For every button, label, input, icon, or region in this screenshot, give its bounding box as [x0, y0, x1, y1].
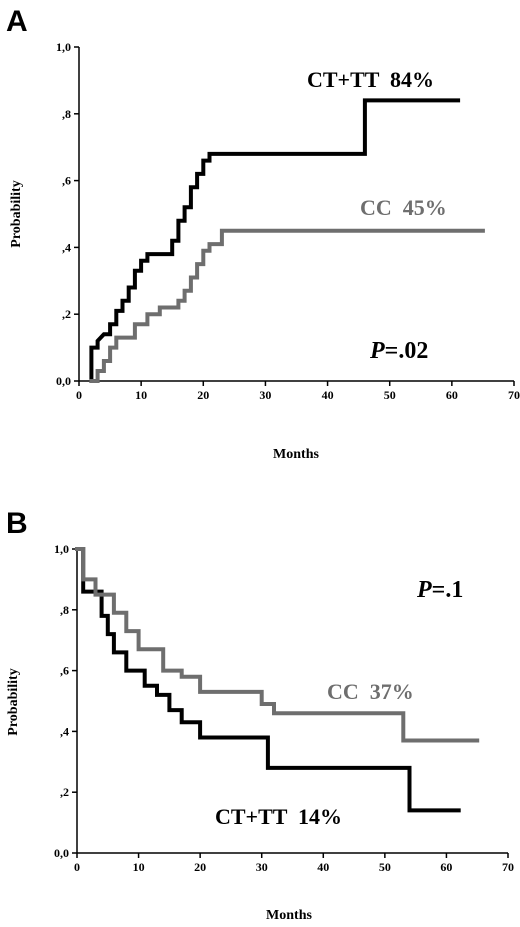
x-tick-label: 50: [379, 860, 391, 874]
x-tick-label: 40: [317, 860, 329, 874]
p-value: =.1: [432, 577, 464, 603]
y-tick-label: ,4: [62, 240, 71, 254]
x-axis-title: Months: [266, 908, 312, 923]
y-tick-label: ,4: [60, 724, 69, 738]
y-tick-label: ,8: [60, 603, 69, 617]
y-tick-label: ,2: [60, 785, 69, 799]
x-tick-label: 40: [322, 388, 334, 402]
x-tick-label: 20: [197, 388, 209, 402]
p-value-label: P=.1: [416, 577, 463, 603]
y-tick-label: 0,0: [54, 846, 69, 860]
p-value-label: P=.02: [369, 338, 428, 364]
series-annotation: CT+TT 84%: [307, 67, 434, 92]
x-tick-label: 30: [256, 860, 268, 874]
panel-a: A 0,0 ,2 ,4 ,6 ,8 1,0 0 10 20 30 40 50 60 70 Months Prob…: [6, 5, 520, 462]
series-annotation: CT+TT 14%: [215, 804, 342, 829]
y-tick-label: ,6: [60, 664, 69, 678]
x-tick-label: 60: [446, 388, 458, 402]
series-line-cc: [75, 547, 480, 743]
x-tick-label: 10: [133, 860, 145, 874]
y-tick-label: ,8: [62, 107, 71, 121]
series-line-cc: [89, 228, 485, 383]
panel-b: B 0,0 ,2 ,4 ,6 ,8 1,0 0 10 20 30 40 50 60 70 Months Prob…: [6, 507, 514, 923]
x-tick-label: 20: [194, 860, 206, 874]
series-annotation: CC 45%: [360, 195, 447, 220]
series-annotation: CC 37%: [327, 679, 414, 704]
p-symbol: P: [369, 338, 385, 364]
p-value: =.02: [385, 338, 429, 364]
x-tick-label: 70: [508, 388, 520, 402]
y-tick-label: 0,0: [56, 374, 71, 388]
x-tick-label: 60: [440, 860, 452, 874]
y-tick-label: ,2: [62, 307, 71, 321]
x-axis-title: Months: [273, 447, 319, 462]
y-tick-label: 1,0: [56, 40, 71, 54]
y-axis-title: Probability: [9, 180, 24, 247]
y-axis-title: Probability: [6, 668, 21, 735]
x-tick-label: 50: [384, 388, 396, 402]
series-line-ct-tt: [89, 98, 461, 383]
panel-label: B: [6, 507, 28, 540]
x-tick-label: 30: [259, 388, 271, 402]
panel-label: A: [6, 5, 28, 38]
y-tick-label: 1,0: [54, 542, 69, 556]
x-tick-label: 70: [502, 860, 514, 874]
x-tick-label: 0: [74, 860, 80, 874]
series-line-ct-tt: [75, 547, 461, 813]
y-tick-label: ,6: [62, 174, 71, 188]
x-tick-label: 0: [76, 388, 82, 402]
x-tick-label: 10: [135, 388, 147, 402]
p-symbol: P: [416, 577, 432, 603]
